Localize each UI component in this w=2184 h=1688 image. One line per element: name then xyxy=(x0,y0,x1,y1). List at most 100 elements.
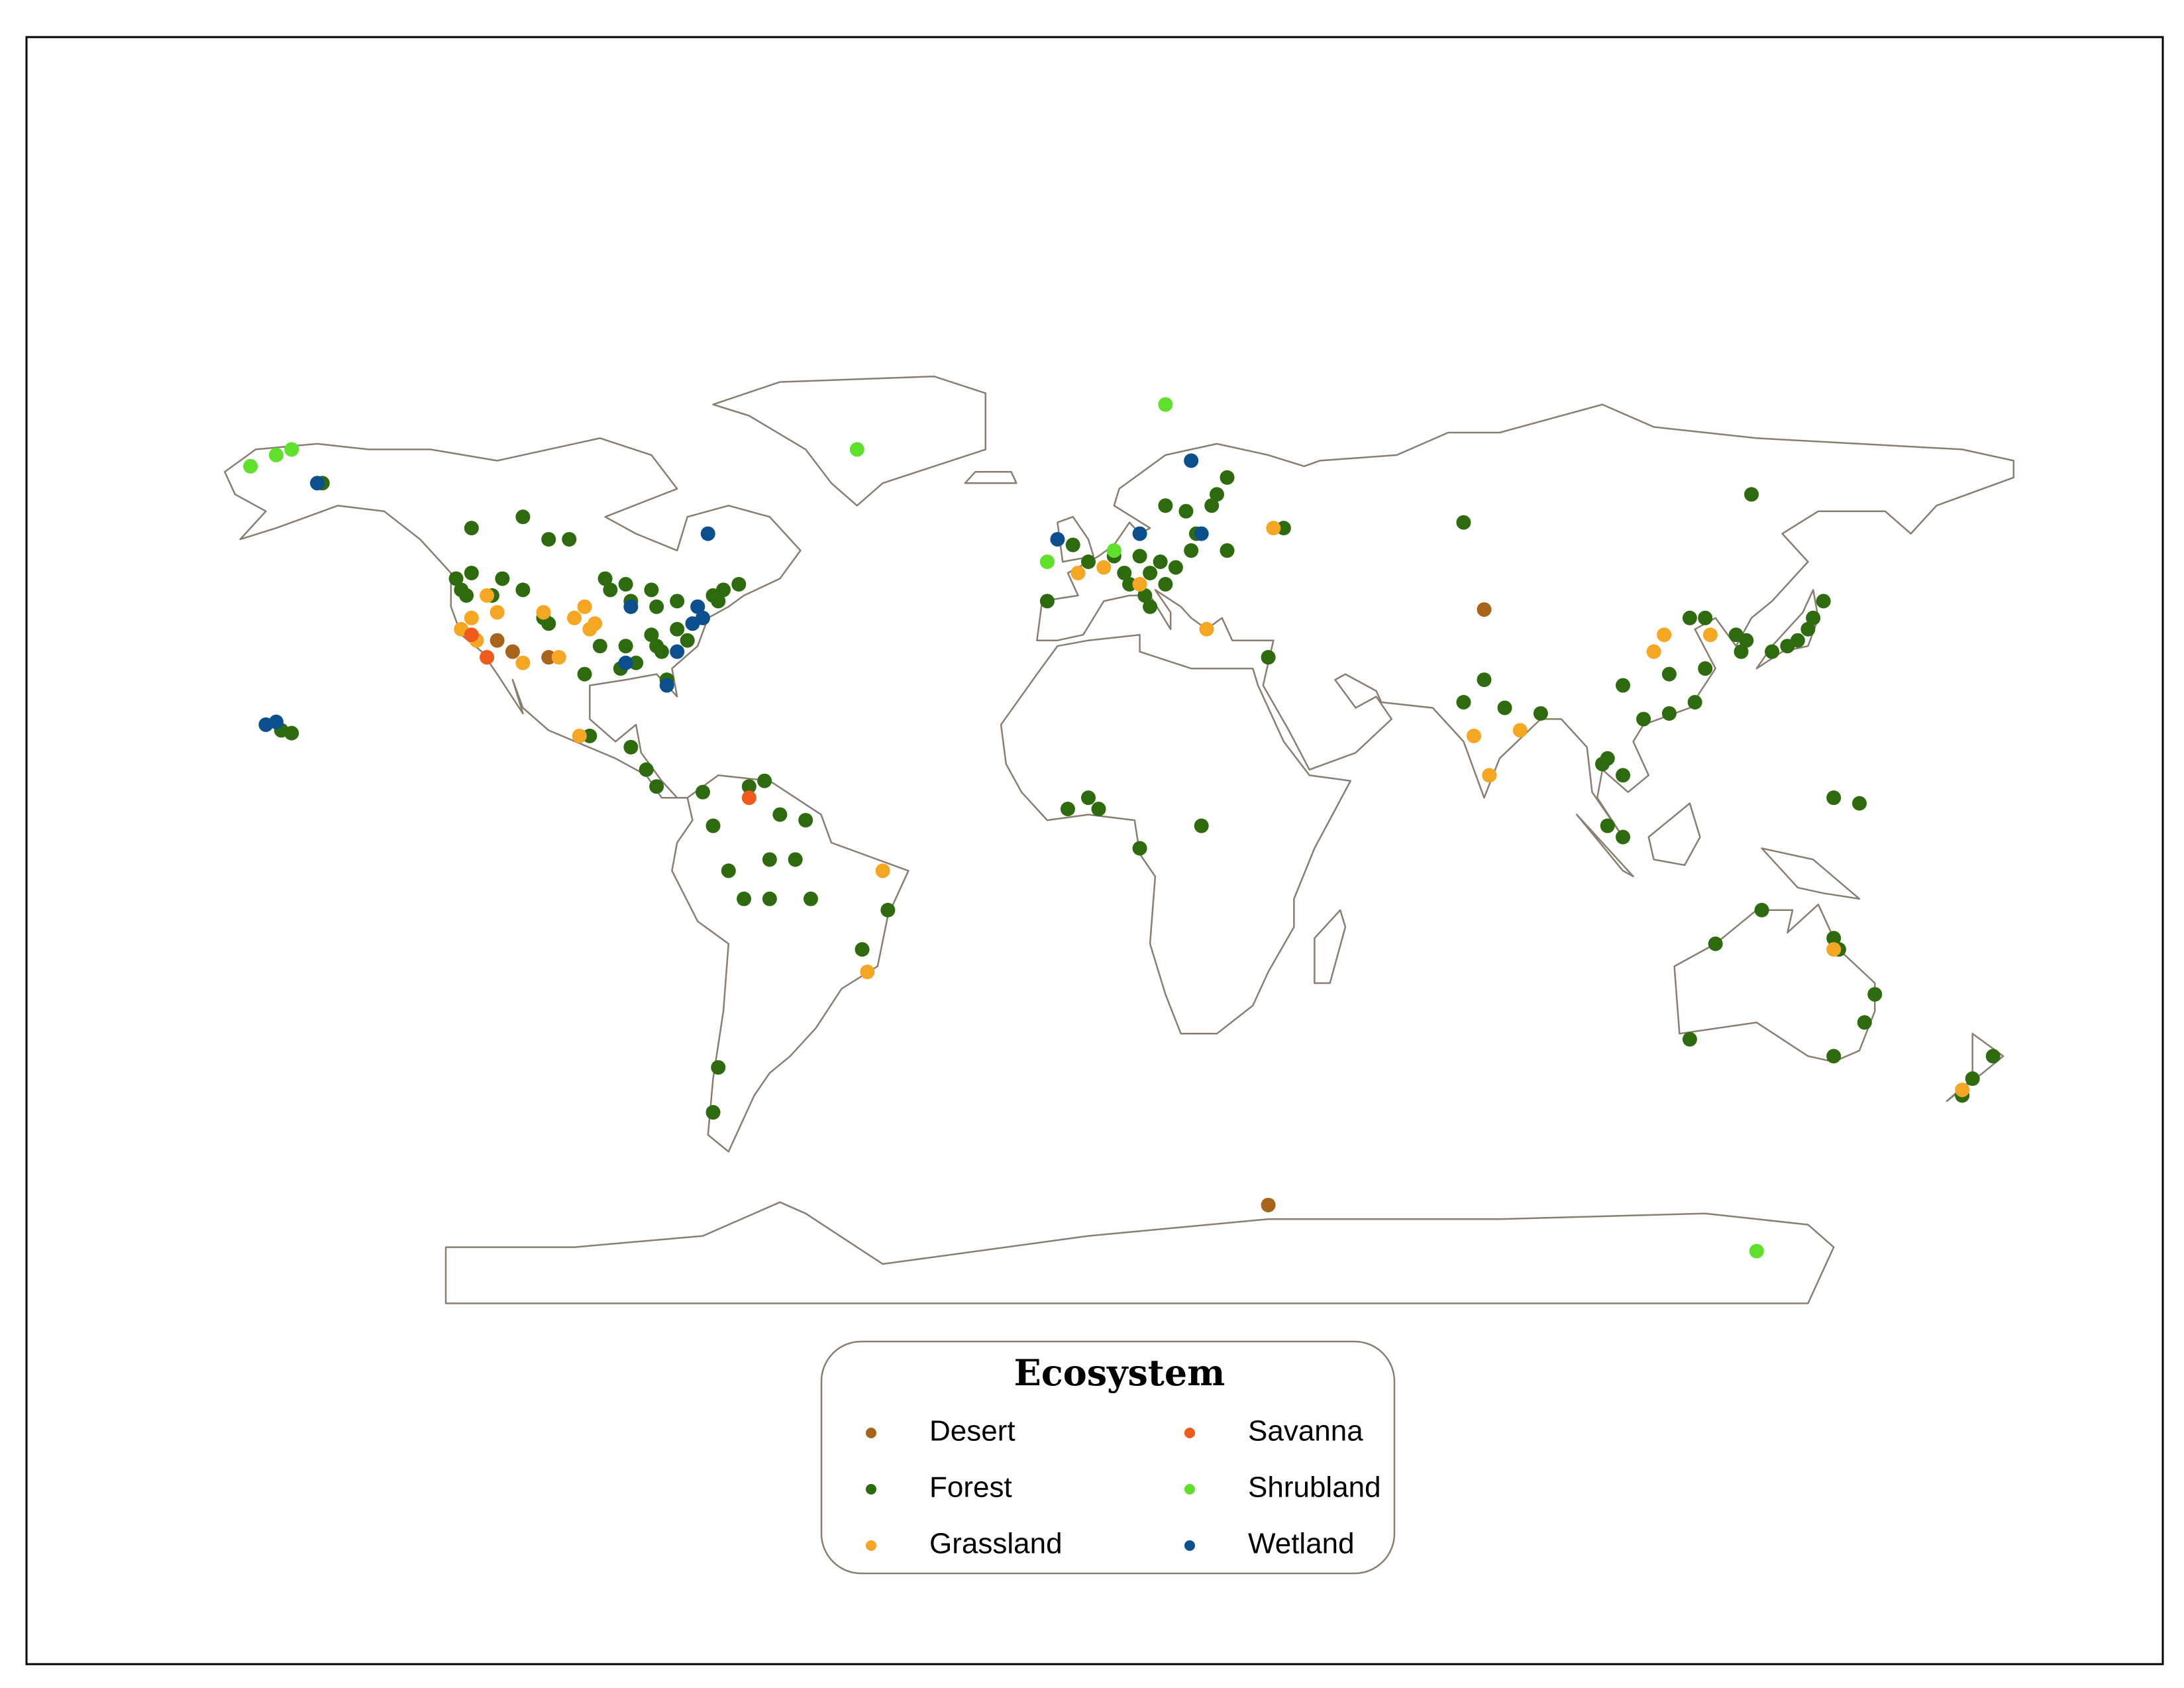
site-point xyxy=(1220,543,1235,558)
coastline xyxy=(1000,633,1352,1035)
site-point xyxy=(541,532,556,547)
site-point xyxy=(1826,1049,1842,1064)
site-point xyxy=(1734,644,1749,659)
site-point xyxy=(1070,565,1086,580)
points xyxy=(243,397,2001,1259)
legend-box xyxy=(820,1340,1396,1575)
site-point xyxy=(268,447,284,462)
site-point xyxy=(1184,543,1199,558)
site-point xyxy=(618,576,633,592)
site-point xyxy=(1636,712,1651,727)
site-point xyxy=(515,582,531,598)
site-point xyxy=(1091,802,1106,817)
legend-label: Grassland xyxy=(929,1528,1063,1560)
site-point xyxy=(1060,802,1075,817)
site-point xyxy=(1194,526,1209,541)
coastline xyxy=(1647,802,1701,867)
site-point xyxy=(1698,661,1713,676)
site-point xyxy=(567,610,582,625)
site-point xyxy=(541,616,556,631)
site-point xyxy=(741,779,756,794)
site-point xyxy=(1616,829,1631,845)
site-point xyxy=(1661,666,1677,682)
site-point xyxy=(860,965,875,980)
site-point xyxy=(1698,610,1713,625)
site-point xyxy=(572,728,587,743)
site-point xyxy=(1153,554,1168,569)
site-point xyxy=(716,582,731,598)
site-point xyxy=(731,576,747,592)
site-point xyxy=(803,891,818,906)
site-point xyxy=(1065,537,1080,553)
site-point xyxy=(464,565,479,580)
site-point xyxy=(1754,902,1769,918)
site-point xyxy=(762,891,777,906)
site-point xyxy=(1965,1071,1980,1086)
site-point xyxy=(741,790,756,806)
legend-marker xyxy=(866,1540,876,1551)
site-point xyxy=(1477,602,1492,617)
site-point xyxy=(592,639,607,654)
site-point xyxy=(1261,1197,1276,1212)
site-point xyxy=(1194,818,1209,833)
site-point xyxy=(855,942,870,957)
site-point xyxy=(1096,560,1112,575)
site-point xyxy=(654,644,669,659)
site-point xyxy=(1261,650,1276,665)
site-point xyxy=(1512,723,1528,738)
site-point xyxy=(1600,818,1615,833)
site-point xyxy=(1826,942,1842,957)
legend-marker xyxy=(1184,1428,1195,1438)
site-point xyxy=(1158,498,1173,513)
site-point xyxy=(1857,1015,1872,1030)
site-point xyxy=(459,588,474,603)
site-point xyxy=(1081,790,1096,806)
site-point xyxy=(685,616,700,631)
site-point xyxy=(1852,796,1867,811)
site-point xyxy=(1132,576,1147,592)
coastline xyxy=(444,1201,1835,1304)
site-point xyxy=(1867,986,1883,1002)
site-point xyxy=(644,582,659,598)
site-point xyxy=(1616,678,1631,693)
site-point xyxy=(268,714,284,729)
site-point xyxy=(1132,841,1147,856)
site-point xyxy=(1749,1243,1764,1259)
site-point xyxy=(1467,728,1481,743)
site-point xyxy=(629,655,644,670)
site-point xyxy=(875,863,890,878)
site-point xyxy=(705,1105,721,1120)
site-point xyxy=(1456,515,1471,530)
site-point xyxy=(1482,768,1497,783)
site-point xyxy=(762,852,777,867)
site-point xyxy=(1682,1031,1697,1047)
site-point xyxy=(1106,543,1121,558)
site-point xyxy=(1800,621,1816,637)
site-point xyxy=(1132,526,1147,541)
site-point xyxy=(1682,610,1697,625)
legend-label: Shrubland xyxy=(1248,1471,1381,1504)
site-point xyxy=(1816,594,1831,609)
site-point xyxy=(1708,936,1723,951)
site-point xyxy=(582,621,598,637)
site-point xyxy=(1790,633,1805,648)
site-point xyxy=(788,852,803,867)
site-point xyxy=(515,509,531,525)
site-point xyxy=(1702,627,1718,643)
site-point xyxy=(1600,751,1615,766)
site-point xyxy=(670,644,685,659)
site-point xyxy=(1132,549,1147,564)
site-point xyxy=(757,773,772,788)
site-point xyxy=(700,526,715,541)
site-point xyxy=(1657,627,1672,643)
site-point xyxy=(1122,576,1137,592)
site-point xyxy=(1168,560,1183,575)
site-point xyxy=(680,633,695,648)
site-point xyxy=(772,807,788,822)
site-point xyxy=(1955,1082,1970,1098)
site-point xyxy=(1456,695,1471,710)
site-point xyxy=(649,599,664,614)
site-point xyxy=(1143,599,1158,614)
legend-title: Ecosystem xyxy=(1014,1351,1225,1394)
